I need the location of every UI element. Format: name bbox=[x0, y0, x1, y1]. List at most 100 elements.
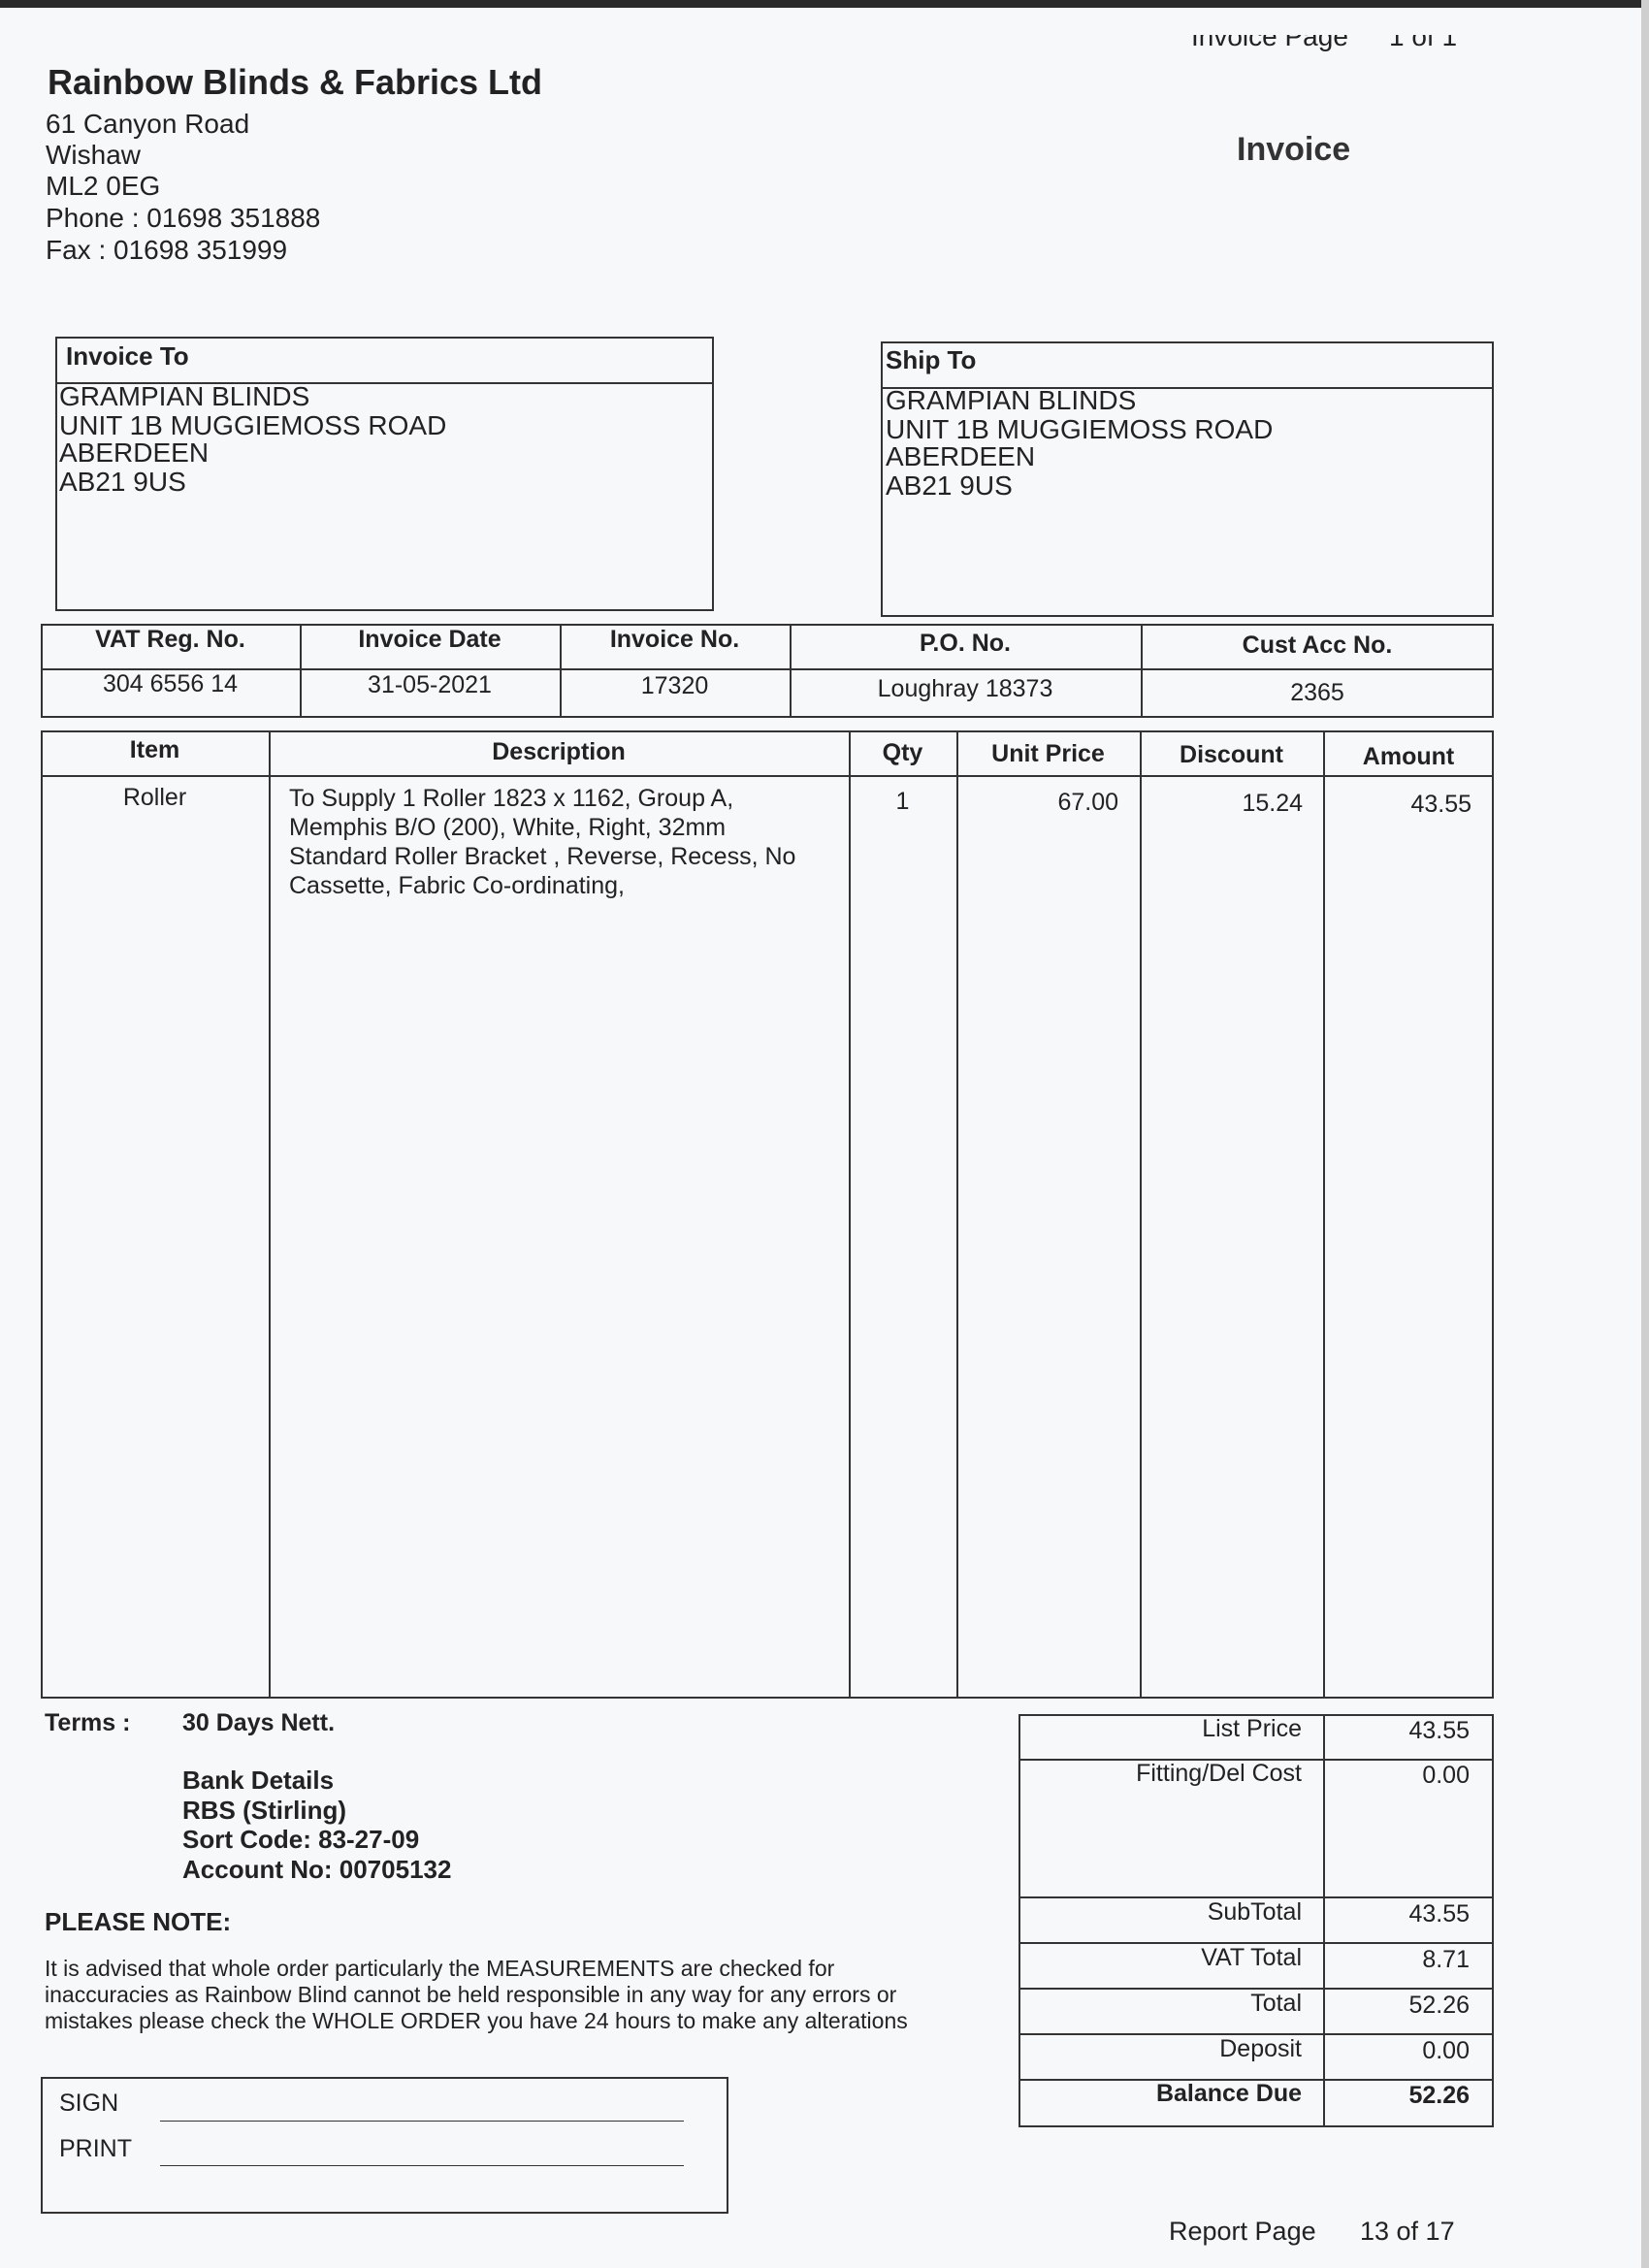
item-value: Roller bbox=[122, 784, 187, 811]
item-description: To Supply 1 Roller 1823 x 1162, Group A,… bbox=[289, 784, 795, 900]
terms-label: Terms : bbox=[45, 1709, 131, 1736]
total-value: 52.26 bbox=[1408, 1992, 1470, 2019]
document-title: Invoice bbox=[1237, 131, 1351, 168]
invoice-page-label: Invoice Page bbox=[1191, 35, 1348, 66]
divider bbox=[790, 624, 792, 718]
terms-value: 30 Days Nett. bbox=[182, 1709, 336, 1736]
fitting-del-cost-value: 0.00 bbox=[1422, 1762, 1470, 1789]
description-line: Cassette, Fabric Co-ordinating, bbox=[289, 872, 625, 899]
items-table bbox=[41, 730, 1494, 1699]
note-line: mistakes please check the WHOLE ORDER yo… bbox=[45, 2008, 908, 2033]
invoice-info-table bbox=[41, 624, 1494, 718]
divider bbox=[269, 730, 271, 1699]
sign-label: SIGN bbox=[59, 2090, 119, 2117]
divider bbox=[1018, 2079, 1494, 2081]
totals-table bbox=[1018, 1714, 1494, 2127]
company-phone: Phone : 01698 351888 bbox=[46, 203, 321, 233]
vat-total-label: VAT Total bbox=[1201, 1944, 1302, 1971]
ship-to-line: UNIT 1B MUGGIEMOSS ROAD bbox=[886, 414, 1274, 444]
invoice-to-line: UNIT 1B MUGGIEMOSS ROAD bbox=[59, 410, 447, 440]
divider bbox=[1018, 2033, 1494, 2035]
signature-box bbox=[41, 2077, 728, 2214]
bank-line: Sort Code: 83-27-09 bbox=[182, 1825, 420, 1854]
bank-line: RBS (Stirling) bbox=[182, 1795, 346, 1825]
cust-acc-header: Cust Acc No. bbox=[1242, 632, 1393, 659]
divider bbox=[1141, 624, 1143, 718]
divider bbox=[55, 382, 714, 384]
report-page-value: 13 of 17 bbox=[1360, 2217, 1455, 2246]
ship-to-line: ABERDEEN bbox=[886, 441, 1036, 471]
print-line[interactable] bbox=[160, 2165, 684, 2166]
balance-due-value: 52.26 bbox=[1408, 2082, 1470, 2109]
fitting-del-cost-label: Fitting/Del Cost bbox=[1136, 1760, 1302, 1787]
divider bbox=[1018, 1759, 1494, 1761]
invoice-page-value-text: 1 of 1 bbox=[1389, 35, 1458, 51]
divider bbox=[1323, 1714, 1325, 2127]
discount-value: 15.24 bbox=[1242, 790, 1303, 817]
company-address-line: Wishaw bbox=[46, 140, 142, 170]
invoice-to-box bbox=[55, 337, 714, 611]
list-price-value: 43.55 bbox=[1408, 1717, 1470, 1744]
qty-value: 1 bbox=[895, 788, 910, 815]
divider bbox=[881, 387, 1494, 389]
cust-acc-value: 2365 bbox=[1290, 679, 1344, 706]
divider bbox=[1140, 730, 1142, 1699]
please-note-heading: PLEASE NOTE: bbox=[45, 1907, 232, 1936]
invoice-to-line: ABERDEEN bbox=[59, 437, 210, 468]
note-line: inaccuracies as Rainbow Blind cannot be … bbox=[45, 1982, 897, 2007]
scan-border-top bbox=[0, 0, 1649, 8]
invoice-page-value: 1 of 1 bbox=[1389, 35, 1457, 66]
vat-reg-header: VAT Reg. No. bbox=[95, 626, 245, 653]
discount-header: Discount bbox=[1180, 741, 1283, 768]
divider bbox=[41, 668, 1494, 670]
divider bbox=[1018, 1988, 1494, 1990]
divider bbox=[849, 730, 851, 1699]
description-line: Memphis B/O (200), White, Right, 32mm bbox=[289, 814, 727, 841]
divider bbox=[300, 624, 302, 718]
po-no-header: P.O. No. bbox=[919, 630, 1011, 657]
please-note-text: It is advised that whole order particula… bbox=[45, 1956, 908, 2034]
ship-to-line: AB21 9US bbox=[886, 470, 1013, 501]
subtotal-label: SubTotal bbox=[1207, 1898, 1302, 1926]
divider bbox=[1323, 730, 1325, 1699]
unit-price-value: 67.00 bbox=[1057, 789, 1118, 816]
print-label: PRINT bbox=[59, 2135, 132, 2162]
divider bbox=[41, 775, 1494, 777]
vat-total-value: 8.71 bbox=[1422, 1946, 1470, 1973]
item-header: Item bbox=[129, 736, 180, 763]
divider bbox=[560, 624, 562, 718]
total-label: Total bbox=[1250, 1990, 1302, 2017]
bank-line: Bank Details bbox=[182, 1766, 335, 1795]
company-name: Rainbow Blinds & Fabrics Ltd bbox=[48, 62, 543, 102]
balance-due-label: Balance Due bbox=[1155, 2080, 1302, 2107]
invoice-no-header: Invoice No. bbox=[609, 626, 740, 653]
deposit-value: 0.00 bbox=[1422, 2037, 1470, 2064]
ship-to-box bbox=[881, 341, 1494, 617]
po-no-value: Loughray 18373 bbox=[877, 675, 1053, 702]
divider bbox=[1018, 1896, 1494, 1898]
invoice-no-value: 17320 bbox=[640, 672, 709, 699]
description-line: To Supply 1 Roller 1823 x 1162, Group A, bbox=[289, 785, 734, 812]
ship-to-line: GRAMPIAN BLINDS bbox=[886, 385, 1137, 415]
invoice-to-line: AB21 9US bbox=[59, 467, 186, 497]
note-line: It is advised that whole order particula… bbox=[45, 1956, 835, 1981]
description-header: Description bbox=[492, 738, 626, 765]
qty-header: Qty bbox=[882, 739, 923, 766]
company-fax: Fax : 01698 351999 bbox=[46, 235, 288, 265]
invoice-date-header: Invoice Date bbox=[358, 626, 501, 653]
company-address-line: ML2 0EG bbox=[46, 171, 161, 201]
divider bbox=[956, 730, 958, 1699]
subtotal-value: 43.55 bbox=[1408, 1900, 1470, 1928]
invoice-to-line: GRAMPIAN BLINDS bbox=[59, 381, 310, 411]
deposit-label: Deposit bbox=[1219, 2035, 1302, 2062]
report-page-label: Report Page bbox=[1169, 2217, 1316, 2246]
sign-line[interactable] bbox=[160, 2121, 684, 2122]
company-address-line: 61 Canyon Road bbox=[46, 109, 250, 139]
scan-border-right bbox=[1641, 0, 1649, 2268]
invoice-date-value: 31-05-2021 bbox=[368, 671, 492, 698]
bank-details: Bank Details RBS (Stirling) Sort Code: 8… bbox=[182, 1766, 451, 1884]
list-price-label: List Price bbox=[1202, 1715, 1302, 1742]
invoice-page-label-text: Invoice Page bbox=[1191, 35, 1348, 51]
vat-reg-value: 304 6556 14 bbox=[102, 670, 239, 697]
ship-to-heading: Ship To bbox=[886, 345, 977, 374]
